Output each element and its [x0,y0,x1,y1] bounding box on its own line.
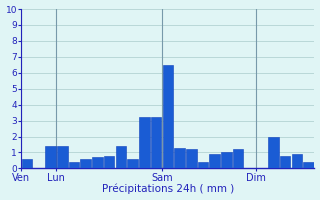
Bar [92,157,103,168]
Bar [80,159,91,168]
Bar [186,149,196,168]
Bar [174,148,185,168]
Bar [233,149,244,168]
Bar [303,162,314,168]
Bar [116,146,126,168]
Bar [221,152,232,168]
Bar [280,156,291,168]
Bar [69,162,79,168]
Bar [198,162,208,168]
Bar [127,159,138,168]
Bar [210,154,220,168]
Bar [268,137,279,168]
Bar [163,65,173,168]
Bar [151,117,161,168]
Bar [22,159,32,168]
Bar [292,154,302,168]
Bar [57,146,68,168]
X-axis label: Précipitations 24h ( mm ): Précipitations 24h ( mm ) [102,184,234,194]
Bar [104,156,115,168]
Bar [45,146,56,168]
Bar [139,117,150,168]
